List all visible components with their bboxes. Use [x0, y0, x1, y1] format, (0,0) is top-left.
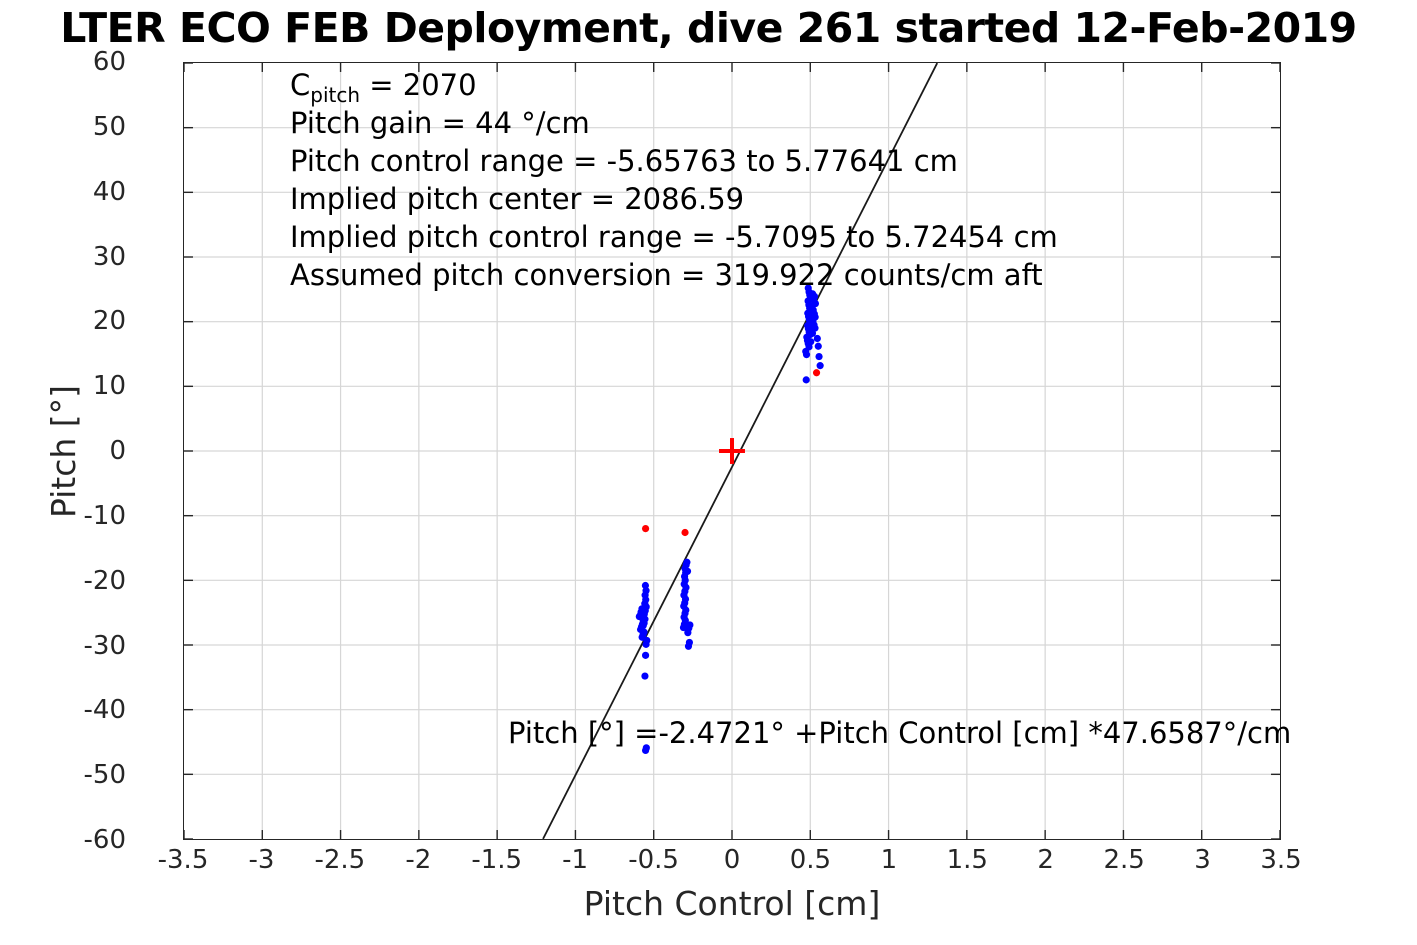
x-tick-label: 3 [1194, 845, 1211, 875]
data-point [684, 629, 692, 637]
annotation-line-1-subscript: pitch [310, 82, 361, 107]
data-point [639, 622, 647, 630]
scatter-series-1 [641, 369, 821, 537]
data-point [683, 558, 691, 566]
y-tick-label: -40 [83, 695, 126, 726]
y-axis-label: Pitch [°] [44, 0, 84, 902]
y-tick-label: 20 [92, 306, 126, 337]
data-point [808, 329, 817, 337]
x-tick-label: 0.5 [789, 845, 832, 875]
data-point [642, 640, 650, 648]
data-point [679, 623, 688, 632]
x-tick-label: -2.5 [314, 845, 366, 875]
chart-title: LTER ECO FEB Deployment, dive 261 starte… [0, 2, 1417, 58]
y-axis-label-text: Pitch [°] [44, 384, 84, 518]
plot-area [183, 62, 1281, 840]
data-point [810, 292, 819, 301]
grid-lines [184, 63, 1280, 839]
data-point [807, 338, 815, 346]
scatter-series-0 [635, 284, 824, 754]
annotation-line-3: Pitch control range = -5.65763 to 5.7764… [290, 144, 958, 178]
data-point [814, 342, 822, 350]
data-point [813, 334, 821, 343]
x-tick-label: -2 [405, 845, 432, 875]
x-tick-label: -3.5 [157, 845, 209, 875]
data-layer [542, 63, 939, 839]
data-point [683, 567, 692, 575]
data-point [641, 651, 650, 659]
data-point [802, 351, 811, 359]
data-point [641, 746, 650, 754]
x-tick-label: 2 [1037, 845, 1054, 875]
y-tick-label: 0 [109, 436, 126, 466]
data-point [815, 352, 823, 361]
x-tick-label: -3 [248, 845, 275, 875]
y-tick-label: -60 [83, 825, 126, 855]
y-tick-label: -30 [83, 630, 126, 661]
x-tick-label: -0.5 [628, 845, 679, 875]
x-tick-label: 0 [723, 845, 741, 875]
y-tick-label: 60 [92, 47, 126, 77]
y-tick-label: 50 [92, 111, 126, 142]
annotation-line-2: Pitch gain = 44 °/cm [290, 106, 590, 140]
data-point [641, 525, 650, 533]
y-tick-label: -20 [83, 565, 126, 596]
annotation-line-5: Implied pitch control range = -5.7095 to… [290, 220, 1058, 254]
y-tick-label: 30 [92, 241, 126, 272]
x-axis-label: Pitch Control [cm] [583, 884, 881, 923]
x-tick-label: 1 [880, 845, 898, 875]
annotation-line-6: Assumed pitch conversion = 319.922 count… [290, 258, 1043, 292]
data-point [802, 376, 810, 384]
x-tick-label: 3.5 [1260, 845, 1302, 875]
annotation-line-1: Cpitch = 2070 [290, 66, 1058, 107]
x-tick-label: -1 [562, 845, 589, 875]
x-tick-label: -1.5 [471, 845, 523, 875]
data-point [816, 362, 824, 370]
data-point [684, 642, 693, 650]
center-marker-plus-icon [719, 438, 745, 464]
y-tick-label: -10 [83, 500, 126, 531]
annotation-line-4: Implied pitch center = 2086.59 [290, 182, 745, 216]
data-point [812, 369, 821, 377]
y-tick-label: -50 [83, 760, 126, 791]
annotation-line-1-prefix: C [290, 68, 311, 102]
x-tick-label: 2.5 [1103, 845, 1145, 875]
x-tick-label: 1.5 [946, 845, 988, 875]
y-tick-label: 10 [92, 371, 126, 402]
data-point [681, 528, 689, 537]
annotation-line-1-suffix: = 2070 [360, 68, 477, 102]
fit-equation-text: Pitch [°] =-2.4721° +Pitch Control [cm] … [508, 716, 1292, 750]
annotation-block: Cpitch = 2070 Pitch gain = 44 °/cm Pitch… [290, 66, 1058, 294]
data-point [641, 672, 649, 680]
chart-title-text: LTER ECO FEB Deployment, dive 261 starte… [60, 4, 1357, 52]
y-tick-label: 40 [92, 176, 126, 207]
